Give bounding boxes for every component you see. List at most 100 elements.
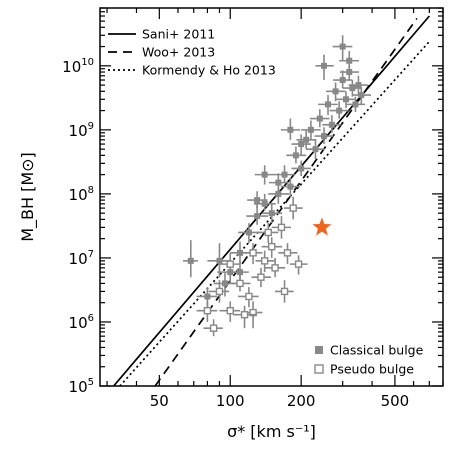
y-tick-label: 109: [69, 121, 94, 140]
legend-line-label: Kormendy & Ho 2013: [142, 63, 276, 78]
pseudo-marker: [294, 260, 303, 268]
pseudo-marker: [268, 242, 276, 251]
legend-markers: Classical bulge Pseudo bulge: [314, 343, 424, 377]
data-point: [280, 118, 301, 140]
y-tick-exponent: 9: [88, 121, 94, 132]
classical-marker: [268, 210, 275, 217]
data-point: [339, 51, 360, 73]
data-point: [314, 127, 334, 145]
classical-marker: [254, 213, 261, 220]
pseudo-marker: [203, 306, 212, 315]
data-point: [233, 305, 258, 329]
data-point: [312, 217, 332, 236]
data-point: [261, 237, 283, 258]
data-point: [208, 280, 230, 303]
classical-marker: [261, 200, 268, 207]
y-tick-exponent: 7: [88, 249, 94, 260]
pseudo-marker: [277, 223, 286, 232]
pseudo-marker: [245, 292, 253, 301]
data-point: [254, 165, 276, 185]
pseudo-marker: [215, 287, 224, 296]
classical-marker: [187, 257, 194, 264]
x-tick-label: 200: [287, 392, 316, 410]
data-point: [246, 205, 269, 225]
y-tick-label: 106: [69, 313, 94, 332]
data-point: [309, 109, 330, 128]
classical-marker: [346, 57, 353, 64]
data-point: [257, 223, 279, 244]
classical-marker: [292, 152, 299, 159]
classical-marker: [320, 62, 327, 69]
star-marker: [312, 217, 332, 236]
data-point: [265, 257, 286, 278]
classical-marker: [287, 183, 294, 190]
data-point: [219, 301, 240, 322]
data-point: [182, 240, 199, 278]
pseudo-marker: [226, 260, 234, 268]
legend-lines: Sani+ 2011 Woo+ 2013 Kormendy & Ho 2013: [108, 27, 276, 78]
data-point: [238, 223, 261, 244]
y-tick-label: 105: [69, 377, 94, 396]
y-tick-exponent: 5: [88, 377, 94, 388]
data-point: [268, 173, 289, 194]
data-point: [230, 274, 251, 292]
classical-marker: [320, 133, 327, 140]
fit-line-2: [154, 17, 418, 386]
y-tick-base: 10: [69, 378, 88, 396]
classical-marker: [254, 197, 261, 204]
pseudo-marker: [249, 308, 257, 317]
classical-marker: [303, 136, 310, 143]
data-point: [196, 301, 218, 322]
classical-marker: [204, 293, 211, 300]
data-point: [318, 95, 338, 116]
data-point: [283, 196, 303, 220]
pseudo-marker: [283, 249, 292, 257]
pseudo-marker: [264, 228, 272, 237]
data-point: [291, 160, 311, 177]
legend-classical-marker: [315, 346, 323, 354]
y-tick-exponent: 6: [88, 313, 94, 324]
x-tick-label: 500: [381, 392, 410, 410]
classical-marker: [328, 121, 335, 128]
data-points: [182, 35, 372, 337]
classical-marker: [221, 280, 228, 287]
pseudo-marker: [280, 287, 289, 296]
data-point: [301, 120, 321, 140]
classical-marker: [312, 146, 319, 153]
y-tick-base: 10: [69, 122, 88, 140]
classical-marker: [307, 126, 314, 133]
y-tick-label: 107: [69, 249, 94, 268]
classical-marker: [236, 249, 243, 256]
data-point: [238, 287, 259, 308]
data-point: [275, 280, 294, 303]
data-point: [271, 216, 291, 239]
y-tick-exponent: 10: [81, 57, 94, 68]
data-point: [280, 177, 301, 197]
data-point: [291, 134, 311, 156]
data-point: [251, 267, 272, 288]
classical-marker: [355, 82, 362, 89]
classical-marker: [332, 88, 339, 95]
pseudo-marker: [209, 324, 218, 332]
data-point: [286, 146, 307, 164]
legend-line-label: Woo+ 2013: [142, 45, 215, 60]
data-point: [255, 250, 275, 273]
data-point: [351, 86, 372, 105]
data-point: [329, 101, 349, 119]
classical-marker: [352, 101, 359, 108]
legend-line-label: Sani+ 2011: [142, 27, 215, 42]
pseudo-marker: [260, 257, 269, 265]
data-point: [326, 82, 346, 102]
classical-marker: [339, 43, 346, 50]
legend-pseudo-marker: [314, 364, 324, 374]
data-point: [296, 129, 317, 150]
data-point: [278, 243, 298, 265]
classical-marker: [216, 257, 223, 264]
classical-marker: [339, 77, 346, 84]
pseudo-marker: [240, 310, 249, 319]
classical-marker: [316, 115, 323, 122]
classical-marker: [358, 92, 365, 99]
legend-marker-label: Pseudo bulge: [330, 362, 414, 377]
